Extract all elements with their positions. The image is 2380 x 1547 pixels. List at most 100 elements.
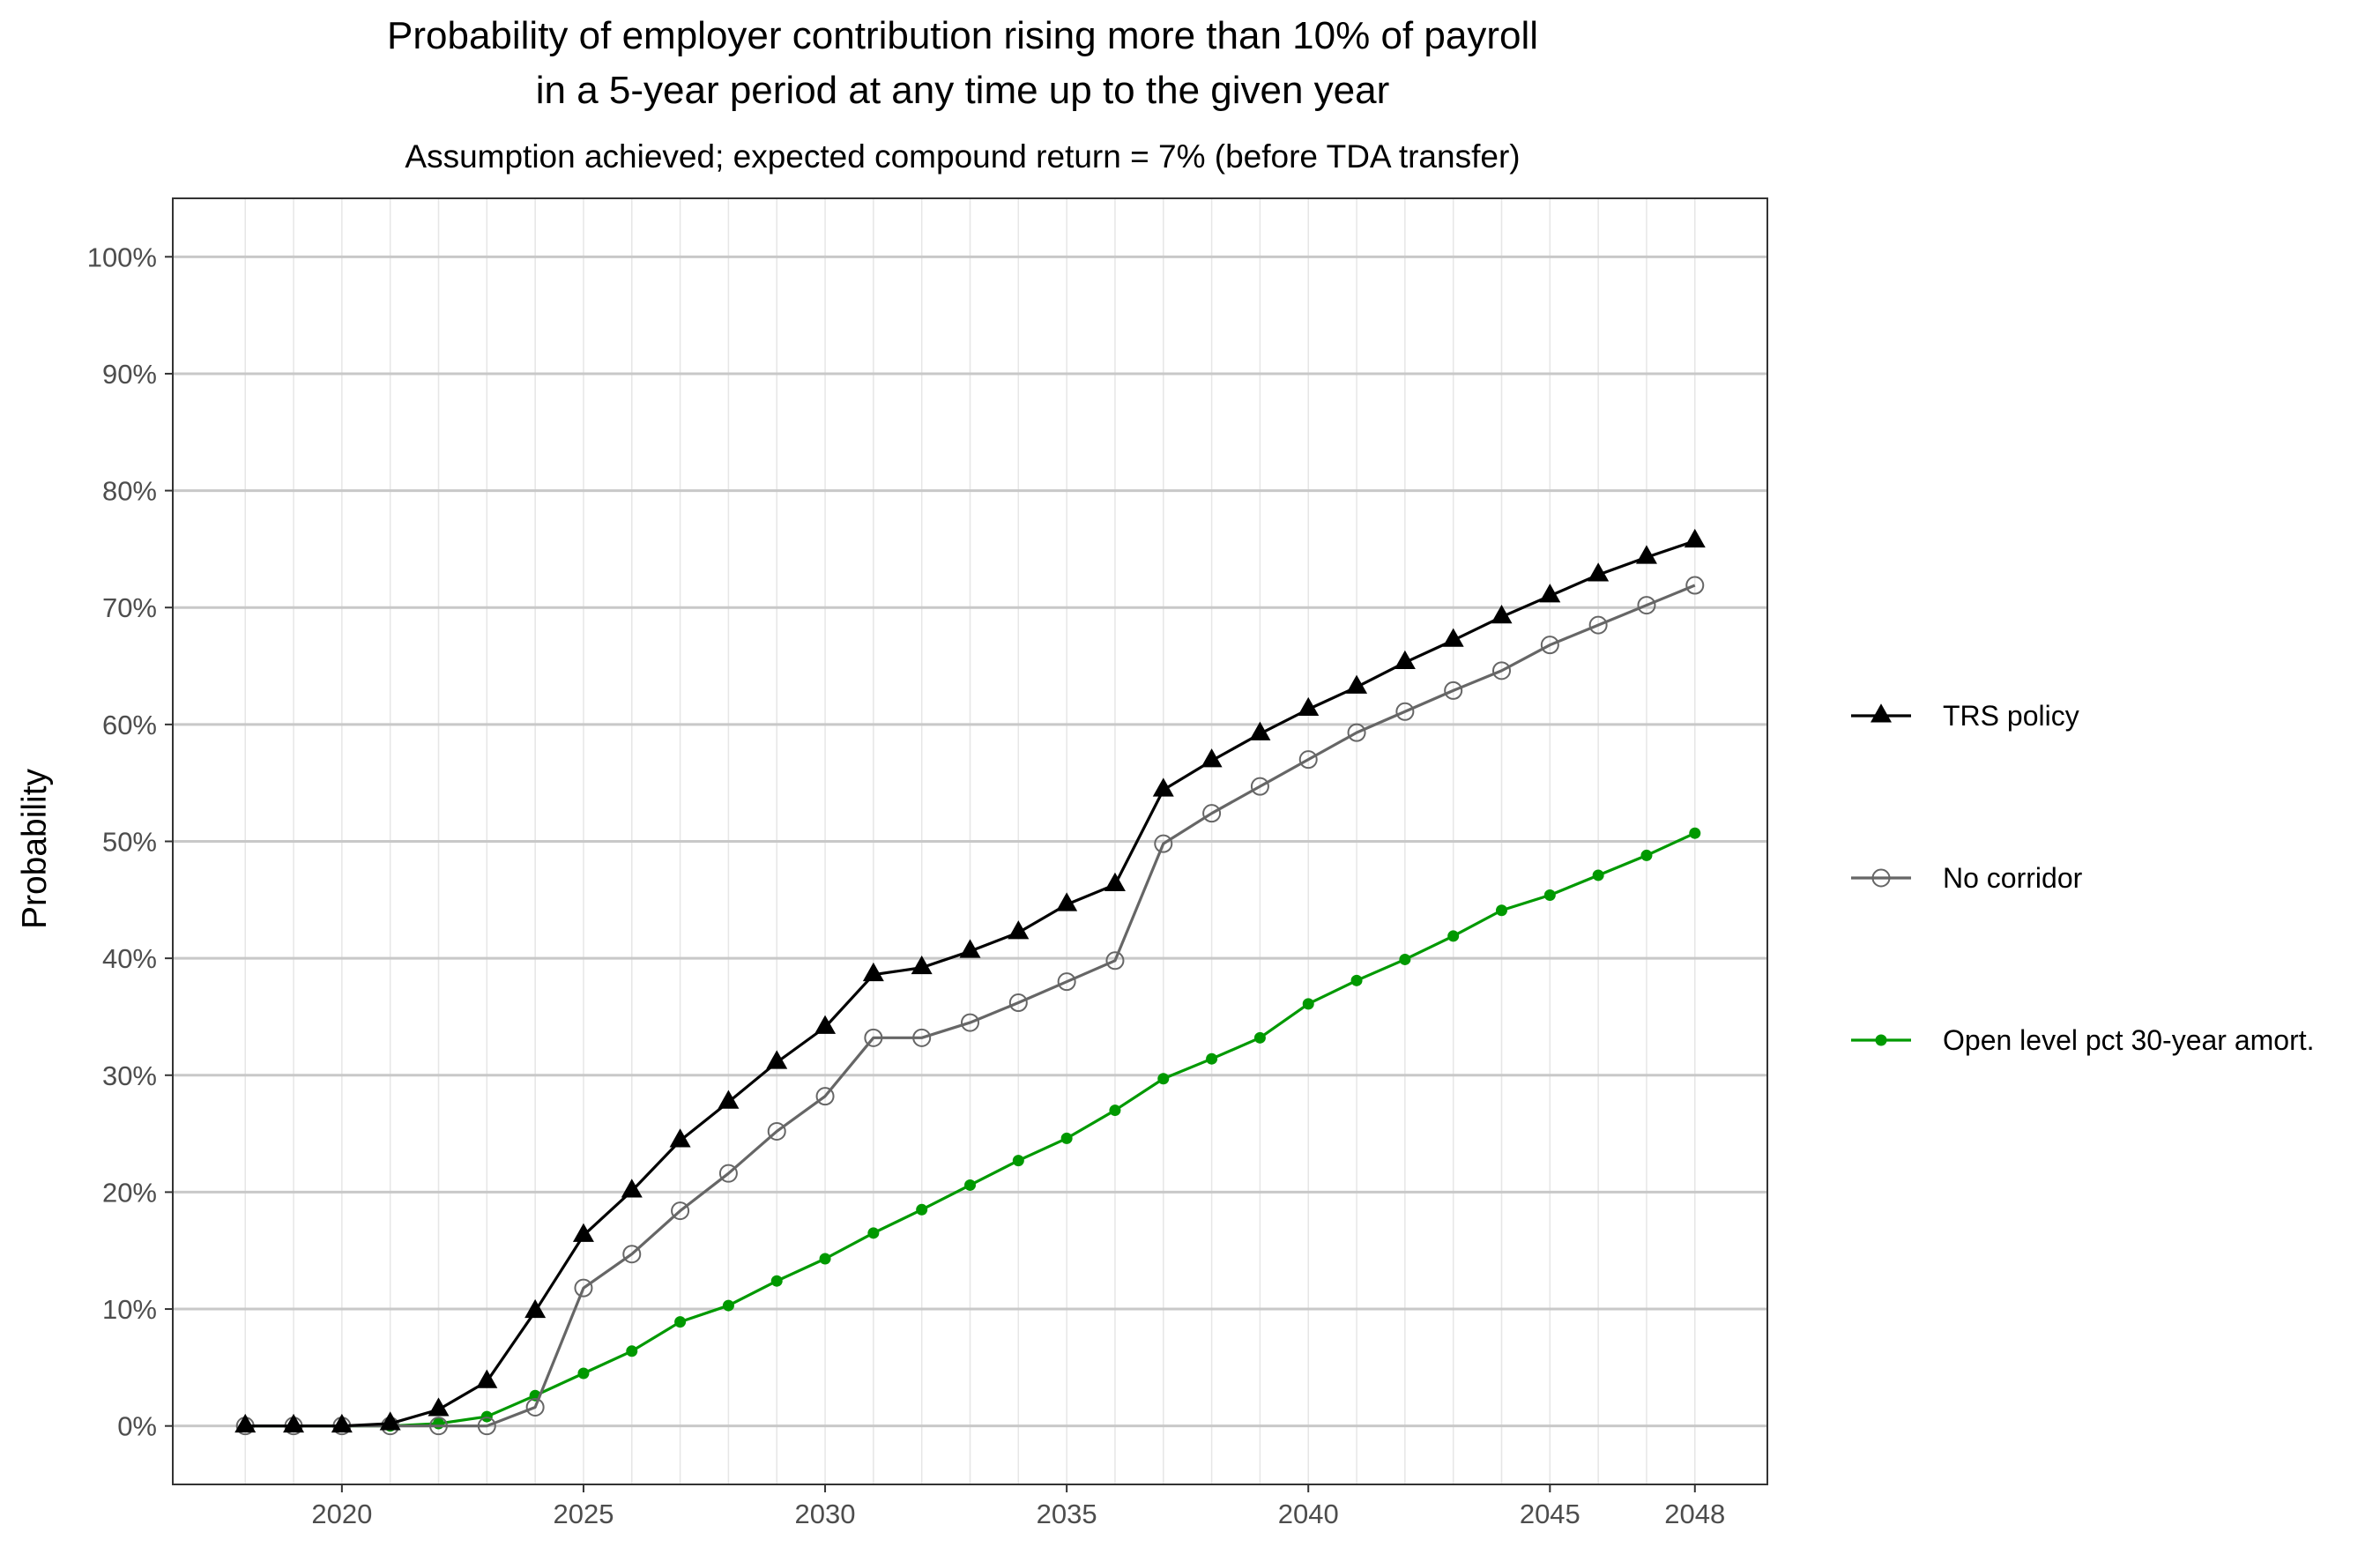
- data-point-0-2039: [1249, 721, 1271, 740]
- data-point-2-2025: [577, 1367, 590, 1380]
- data-point-0-2040: [1298, 696, 1320, 717]
- data-point-2-2044: [1496, 904, 1507, 917]
- data-point-1-2036: [1105, 951, 1125, 971]
- y-axis-label: Probability: [16, 768, 54, 929]
- data-point-1-2048: [1685, 576, 1705, 595]
- data-point-2-2041: [1350, 974, 1363, 986]
- data-point-2-2027: [674, 1316, 687, 1328]
- data-point-0-2026: [621, 1179, 643, 1198]
- y-axis: 0% 10% 20% 30% 40% 50% 60% 70% 80% 90% 100%: [87, 242, 173, 1442]
- data-point-0-2037: [1152, 777, 1174, 797]
- series-0: [234, 528, 1706, 1433]
- data-point-1-2047: [1637, 596, 1656, 615]
- legend-label-0: TRS policy: [1943, 700, 2079, 732]
- x-tick-label: 2025: [553, 1499, 614, 1529]
- data-point-2-2031: [867, 1227, 880, 1239]
- data-point-1-2038: [1202, 804, 1222, 823]
- data-point-0-2038: [1201, 748, 1223, 768]
- data-point-2-2034: [1012, 1155, 1024, 1167]
- data-point-0-2042: [1394, 650, 1416, 670]
- y-tick-label: 100%: [87, 242, 157, 272]
- data-point-0-2032: [911, 955, 933, 975]
- legend-item-1: No corridor: [1851, 862, 2083, 894]
- x-axis: 2020 2025 2030 2035 2040 2045 2048: [311, 1484, 1725, 1529]
- data-point-0-2020: [331, 1413, 353, 1433]
- data-point-2-2032: [916, 1203, 928, 1216]
- data-point-0-2033: [959, 939, 981, 958]
- y-tick-label: 90%: [102, 359, 157, 390]
- data-point-0-2019: [283, 1413, 305, 1433]
- data-point-2-2036: [1109, 1104, 1121, 1117]
- data-point-0-2023: [476, 1369, 498, 1388]
- x-tick-label: 2030: [795, 1499, 856, 1529]
- legend-item-2: Open level pct 30-year amort.: [1851, 1024, 2315, 1056]
- data-point-1-2033: [961, 1013, 979, 1032]
- data-point-1-2043: [1444, 681, 1463, 700]
- x-tick-label: 2040: [1278, 1499, 1339, 1529]
- data-point-1-2032: [912, 1028, 932, 1047]
- data-point-1-2023: [477, 1417, 496, 1436]
- data-point-2-2039: [1253, 1031, 1266, 1044]
- series-layer: [234, 528, 1706, 1436]
- data-point-2-2040: [1302, 998, 1314, 1010]
- data-point-0-2046: [1588, 562, 1610, 582]
- y-tick-label: 40%: [102, 943, 157, 974]
- data-point-0-2044: [1491, 605, 1513, 624]
- chart-title-line-1: Probability of employer contribution ris…: [387, 14, 1538, 57]
- data-point-2-2035: [1060, 1132, 1073, 1144]
- data-point-1-2025: [574, 1278, 593, 1298]
- data-point-0-2028: [718, 1090, 740, 1109]
- data-point-1-2041: [1347, 723, 1366, 742]
- data-point-2-2048: [1689, 827, 1701, 839]
- data-point-1-2044: [1492, 661, 1511, 681]
- data-point-2-2029: [770, 1275, 783, 1287]
- y-tick-label: 0%: [117, 1411, 157, 1442]
- data-point-0-2031: [862, 962, 884, 982]
- data-point-2-2045: [1543, 889, 1556, 902]
- data-point-2-2028: [722, 1299, 734, 1312]
- data-point-0-2045: [1539, 584, 1561, 603]
- data-point-2-2038: [1206, 1052, 1218, 1065]
- data-point-0-2018: [234, 1413, 257, 1433]
- data-point-0-2047: [1635, 545, 1657, 564]
- legend-label-1: No corridor: [1943, 862, 2083, 894]
- x-tick-label: 2048: [1664, 1499, 1725, 1529]
- data-point-1-2034: [1008, 993, 1028, 1013]
- data-point-0-2034: [1008, 920, 1030, 940]
- data-point-0-2024: [524, 1298, 547, 1319]
- data-point-0-2021: [379, 1411, 401, 1431]
- data-point-0-2035: [1056, 892, 1078, 911]
- data-point-2-2046: [1592, 869, 1604, 881]
- data-point-2-2023: [480, 1410, 493, 1423]
- y-tick-label: 60%: [102, 710, 157, 740]
- chart-subtitle: Assumption achieved; expected compound r…: [405, 138, 1520, 175]
- data-point-2-2047: [1640, 849, 1653, 861]
- x-tick-label: 2045: [1520, 1499, 1580, 1529]
- data-point-1-2031: [864, 1028, 883, 1047]
- data-point-0-2048: [1684, 528, 1706, 548]
- data-point-2-2043: [1447, 930, 1460, 942]
- chart-title-line-2: in a 5-year period at any time up to the…: [536, 69, 1390, 112]
- data-point-0-2027: [669, 1128, 691, 1148]
- data-point-1-2028: [718, 1164, 738, 1183]
- data-point-0-2043: [1442, 628, 1464, 647]
- legend-key-marker-0: [1871, 703, 1892, 723]
- legend-label-2: Open level pct 30-year amort.: [1943, 1024, 2315, 1056]
- data-point-0-2029: [766, 1050, 788, 1069]
- y-tick-label: 70%: [102, 592, 157, 623]
- data-point-2-2030: [819, 1253, 831, 1265]
- data-point-1-2045: [1540, 636, 1559, 655]
- data-point-2-2033: [964, 1179, 976, 1191]
- data-point-1-2024: [525, 1397, 545, 1417]
- data-point-0-2036: [1104, 872, 1126, 892]
- data-point-2-2042: [1399, 953, 1411, 965]
- data-point-0-2030: [814, 1015, 837, 1034]
- y-tick-label: 50%: [102, 827, 157, 858]
- data-point-0-2025: [572, 1223, 594, 1242]
- plot-panel: [172, 197, 1768, 1485]
- x-tick-label: 2020: [311, 1499, 372, 1529]
- series-line-1: [245, 584, 1696, 1428]
- legend: TRS policy No corridor Open level pct 30-y…: [1851, 700, 2315, 1056]
- y-tick-label: 30%: [102, 1060, 157, 1091]
- data-point-1-2040: [1298, 750, 1318, 770]
